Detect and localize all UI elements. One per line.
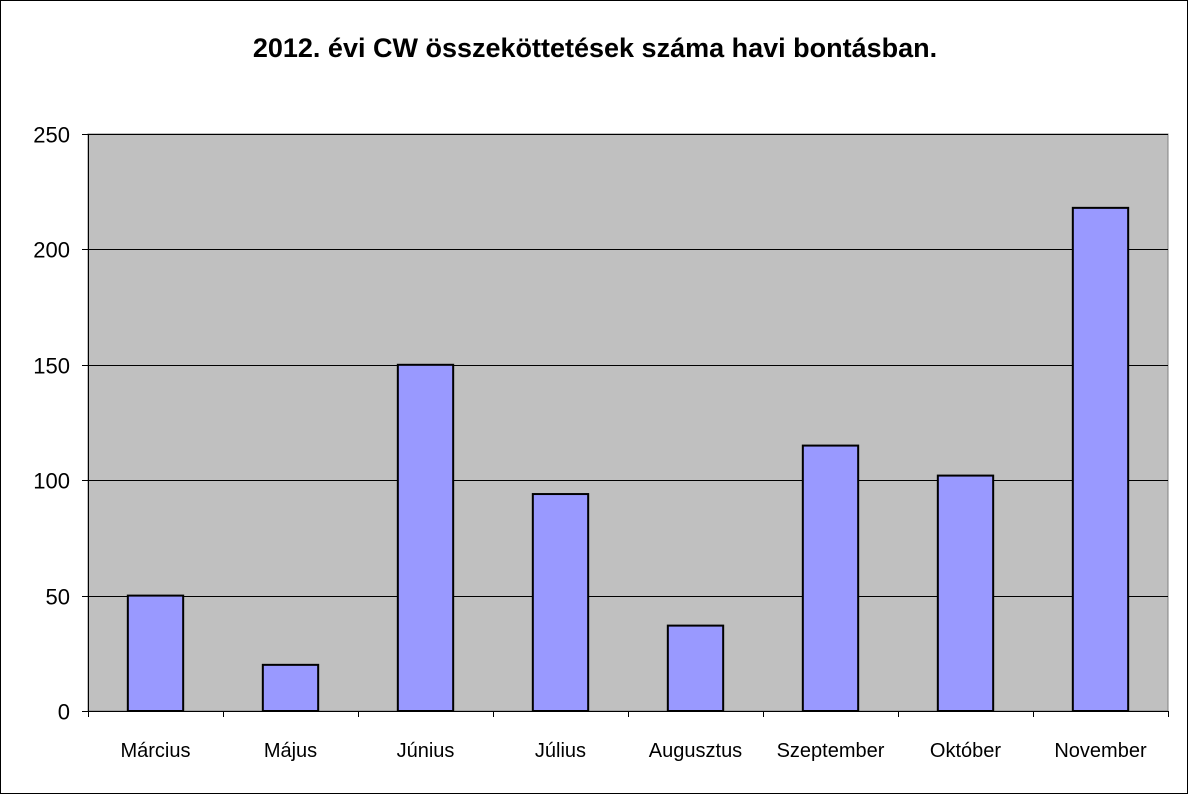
y-tick-label: 250 xyxy=(33,123,70,148)
bar xyxy=(396,363,455,712)
bar xyxy=(261,663,320,713)
x-tick-label: Március xyxy=(120,740,190,762)
bar xyxy=(1071,206,1130,713)
bar xyxy=(126,594,185,712)
bar xyxy=(531,493,590,712)
bar xyxy=(936,474,995,713)
bar xyxy=(666,624,725,712)
y-tick-label: 50 xyxy=(46,585,70,610)
plot-area xyxy=(87,133,1169,712)
x-tick-label: Szeptember xyxy=(777,740,885,762)
x-tick-label: Július xyxy=(535,740,586,762)
x-tick-label: Október xyxy=(930,740,1001,762)
y-tick-label: 0 xyxy=(58,700,70,725)
y-tick-label: 100 xyxy=(33,469,70,494)
x-tick-label: Június xyxy=(397,740,455,762)
bar xyxy=(801,444,860,712)
x-tick-label: November xyxy=(1054,740,1147,762)
y-tick-label: 150 xyxy=(33,354,70,379)
chart-title: 2012. évi CW összeköttetések száma havi … xyxy=(253,33,937,63)
bars xyxy=(126,206,1130,713)
x-axis-tick-labels: Március Május Június Július Augusztus Szeptem… xyxy=(120,740,1146,762)
y-tick-label: 200 xyxy=(33,238,70,263)
y-axis-tick-labels: 0 50 100 150 200 250 xyxy=(33,123,70,725)
x-tick-label: Augusztus xyxy=(649,740,742,762)
x-tick-label: Május xyxy=(264,740,317,762)
